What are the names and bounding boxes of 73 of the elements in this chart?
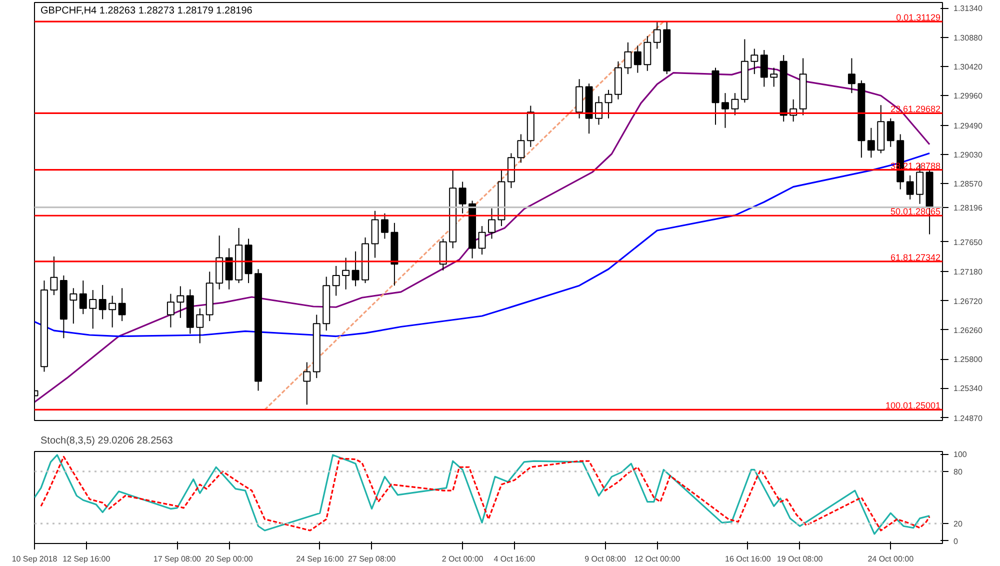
candlestick [595, 96, 602, 126]
chart-title: GBPCHF,H4 1.28263 1.28273 1.28179 1.28196 [40, 6, 253, 16]
y-tick-label: 1.25800 [954, 355, 983, 364]
y-tick-label: 20 [954, 520, 963, 529]
candlestick [89, 290, 97, 330]
x-tick-label: 12 Oct 00:00 [634, 554, 681, 564]
ref-line-label: 100.01.25001 [885, 400, 941, 411]
candlestick [225, 248, 233, 290]
x-tick-label: 27 Sep 08:00 [348, 554, 396, 564]
x-tick-label: 24 Sep 16:00 [296, 554, 344, 564]
y-tick-label: 1.28570 [954, 180, 983, 189]
y-tick-label: 1.27650 [954, 238, 983, 247]
candlestick [70, 288, 78, 324]
candlestick [867, 127, 875, 158]
x-tick-label: 12 Sep 16:00 [62, 554, 111, 564]
x-tick-label: 20 Sep 00:00 [205, 554, 254, 564]
y-tick-label: 1.26720 [954, 296, 983, 306]
x-tick-label: 24 Oct 00:00 [868, 554, 914, 564]
ref-line-label: 0.01.31129 [896, 12, 941, 23]
y-tick-label: 0 [954, 536, 958, 546]
candlestick [653, 22, 661, 50]
candlestick [760, 50, 768, 88]
y-tick-label: 1.30880 [954, 33, 983, 42]
chart-title: Stoch(8,3,5) 29.0206 28.2563 [40, 436, 174, 446]
y-tick-label: 1.31340 [954, 4, 983, 14]
candlestick [458, 181, 466, 214]
x-tick-label: 17 Sep 08:00 [153, 554, 202, 564]
candlestick [906, 174, 914, 200]
candlestick [303, 362, 311, 406]
candlestick [98, 284, 106, 320]
x-tick-label: 4 Oct 16:00 [494, 554, 536, 564]
candlestick [50, 256, 58, 296]
candlestick [176, 286, 184, 318]
y-tick-label: 80 [954, 467, 963, 476]
y-tick-label: 1.27180 [954, 268, 983, 277]
y-tick-label: 1.26260 [954, 326, 983, 335]
x-tick-label: 19 Oct 08:00 [776, 554, 824, 564]
candlestick [604, 89, 612, 119]
candlestick [166, 293, 174, 328]
candlestick [439, 238, 447, 271]
candlestick [770, 67, 778, 88]
y-tick-label: 100 [954, 450, 968, 460]
y-tick-label: 1.25340 [954, 384, 983, 394]
candlestick [750, 48, 758, 75]
candlestick [644, 36, 652, 72]
candlestick [352, 250, 360, 287]
candlestick [380, 212, 388, 240]
candlestick [108, 295, 116, 328]
candlestick [79, 280, 87, 315]
candlestick [332, 265, 340, 296]
candlestick [118, 288, 126, 322]
y-tick-label: 1.29960 [954, 92, 983, 101]
candlestick [196, 308, 204, 344]
candlestick [634, 45, 642, 74]
y-tick-label: 1.24870 [954, 414, 983, 423]
candlestick [624, 42, 632, 75]
candlestick [488, 208, 496, 240]
candlestick [478, 226, 486, 256]
candlestick [721, 92, 729, 128]
x-tick-label: 16 Oct 16:00 [725, 554, 772, 564]
y-tick-label: 1.29490 [954, 121, 983, 130]
x-tick-label: 9 Oct 08:00 [584, 554, 626, 564]
y-tick-label: 1.29030 [954, 150, 983, 160]
candlestick [731, 92, 739, 116]
candlestick [342, 257, 350, 290]
x-tick-label: 10 Sep 2018 [12, 554, 58, 564]
x-tick-label: 2 Oct 00:00 [442, 554, 484, 564]
ref-line-label: 1.28196 [954, 203, 983, 212]
candlestick [517, 134, 525, 164]
candlestick [886, 118, 894, 148]
ref-line-label: 61.81.27342 [890, 252, 941, 262]
candlestick [848, 58, 856, 94]
y-tick-label: 1.30420 [954, 62, 983, 72]
